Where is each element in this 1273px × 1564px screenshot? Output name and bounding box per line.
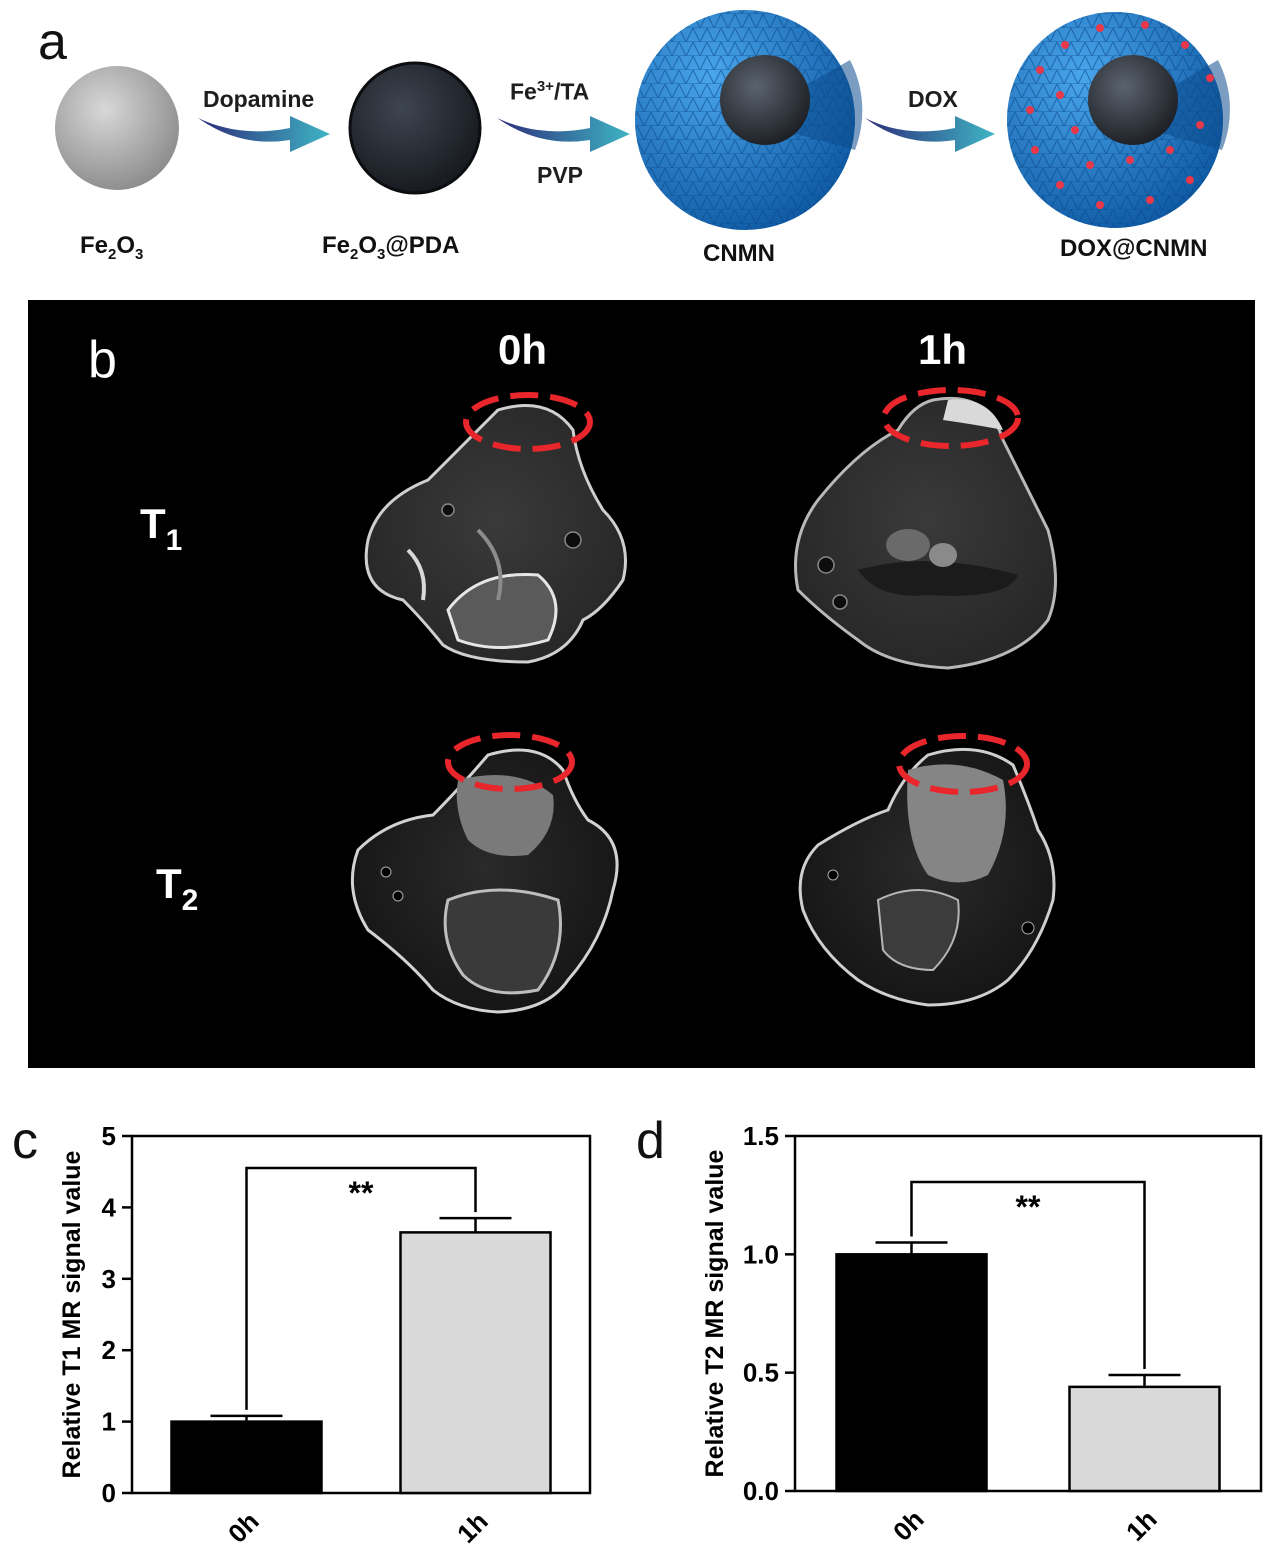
dox-cnmn-particle [1007, 12, 1230, 228]
arrow-dox [865, 116, 995, 152]
y-tick-label: 0.5 [743, 1358, 779, 1388]
bar-1h [1068, 1385, 1221, 1493]
label-dox-cnmn: DOX@CNMN [1060, 235, 1208, 262]
mri-t2-1h [798, 747, 1056, 1007]
y-tick-label: 1 [102, 1407, 116, 1437]
column-label-0h: 0h [498, 326, 548, 373]
bar-0h [835, 1253, 988, 1493]
mri-t1-0h [364, 404, 627, 664]
arrow-label-fe-ta: Fe3+/TA [510, 78, 589, 106]
panel-a-letter: a [38, 13, 67, 71]
plot-frame [793, 1134, 1263, 1493]
panel-d-letter: d [636, 1112, 665, 1170]
chart-t1-signal: 0 1 2 3 4 5 Relative T1 MR signal value 0h 1h ** [58, 1121, 592, 1549]
cnmn-particle [635, 10, 863, 230]
y-tick-label: 2 [102, 1335, 116, 1365]
mri-images [350, 387, 1057, 1014]
mri-t2-0h [350, 748, 619, 1014]
roi-t2-0h [445, 732, 575, 792]
significance-bracket [245, 1166, 477, 1410]
synthesis-scheme [55, 10, 1230, 230]
y-axis-label: Relative T1 MR signal value [58, 1150, 86, 1478]
x-tick-label: 0h [887, 1504, 930, 1547]
y-tick-label: 5 [102, 1121, 116, 1151]
mri-panel: b 0h 1h T1 T2 [28, 300, 1255, 1068]
bar-1h [399, 1231, 552, 1495]
panel-c-letter: c [12, 1112, 38, 1170]
arrow-fe-ta [497, 116, 630, 152]
bar-0h [170, 1420, 323, 1495]
y-axis-label: Relative T2 MR signal value [701, 1149, 729, 1477]
roi-t2-1h [896, 733, 1030, 795]
fe2o3-pda-particle [348, 61, 482, 195]
y-tick-label: 0 [102, 1478, 116, 1508]
y-tick-label: 0.0 [743, 1476, 779, 1506]
fe-charge: 3+ [536, 78, 554, 95]
column-label-1h: 1h [918, 326, 968, 373]
significance-bracket [910, 1180, 1146, 1370]
x-tick-label: 0h [222, 1506, 265, 1549]
fe2o3-particle [55, 66, 179, 190]
x-tick-label: 1h [451, 1506, 494, 1549]
y-tick-label: 4 [102, 1192, 117, 1222]
label-fe2o3: Fe2O3 [80, 232, 144, 263]
arrow-dopamine [198, 116, 330, 152]
y-tick-label: 1.5 [743, 1121, 779, 1151]
ta-text: /TA [553, 78, 590, 105]
x-tick-label: 1h [1120, 1504, 1163, 1547]
row-label-t1: T1 [140, 500, 183, 557]
label-fe2o3-pda: Fe2O3@PDA [322, 232, 460, 263]
arrow-label-pvp: PVP [537, 162, 584, 188]
significance-label: ** [1016, 1189, 1041, 1225]
arrow-label-dopamine: Dopamine [203, 86, 315, 112]
y-tick-label: 1.0 [743, 1239, 779, 1269]
chart-t2-signal: 0.0 0.5 1.0 1.5 Relative T2 MR signal value 0… [701, 1121, 1263, 1547]
panel-b-letter: b [88, 331, 117, 389]
fe-text: Fe [510, 78, 537, 105]
roi-t1-1h [881, 387, 1021, 449]
mri-t1-1h [794, 396, 1057, 670]
label-cnmn: CNMN [703, 240, 775, 267]
roi-t1-0h [463, 392, 593, 452]
significance-label: ** [349, 1175, 374, 1211]
plot-frame [130, 1134, 592, 1495]
arrow-label-dox: DOX [908, 86, 958, 112]
row-label-t2: T2 [156, 860, 199, 917]
y-tick-label: 3 [102, 1264, 116, 1294]
